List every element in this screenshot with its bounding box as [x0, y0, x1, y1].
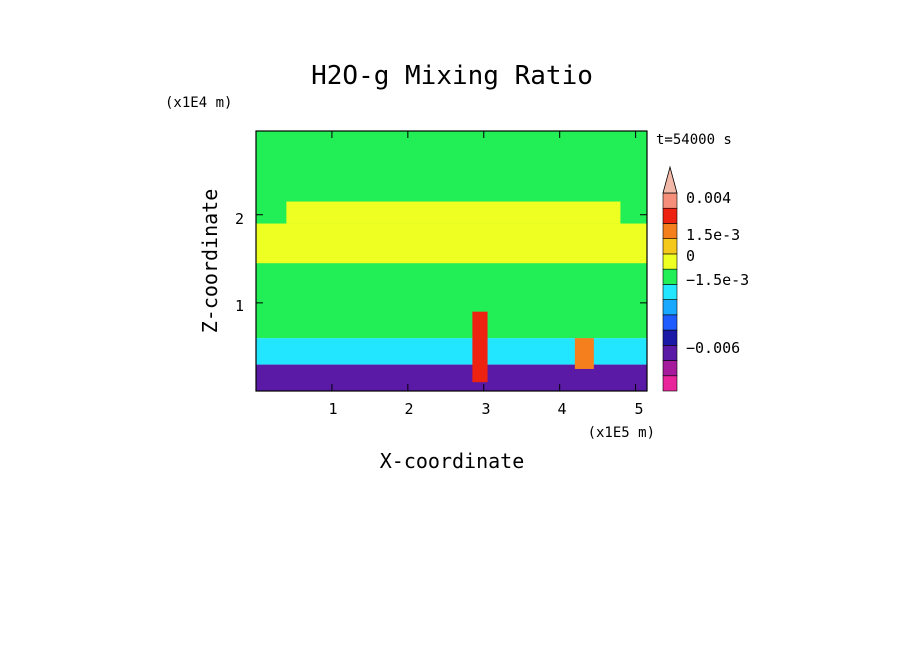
- colorbar-bin: [662, 314, 678, 331]
- colorbar-label: −0.006: [686, 339, 740, 357]
- colorbar: [662, 165, 678, 392]
- colorbar-bin: [662, 375, 678, 392]
- y-axis-label: Z-coordinate: [198, 189, 222, 334]
- x-tick-label: 2: [404, 400, 413, 418]
- colorbar-arrow: [662, 165, 678, 194]
- y-scale-label: (x1E4 m): [165, 95, 232, 111]
- colorbar-bin: [662, 207, 678, 224]
- colorbar-bin: [662, 253, 678, 270]
- colorbar-bin: [662, 238, 678, 255]
- colorbar-bin: [662, 192, 678, 209]
- field-region: [574, 338, 594, 369]
- x-axis-label: X-coordinate: [380, 449, 525, 473]
- field-region: [256, 223, 647, 264]
- colorbar-label: −1.5e-3: [686, 271, 749, 289]
- colorbar-bin: [662, 299, 678, 316]
- y-tick-label: 1: [235, 297, 244, 315]
- field-region: [472, 311, 488, 383]
- x-tick-label: 5: [634, 400, 643, 418]
- y-tick-label: 2: [235, 210, 244, 228]
- colorbar-label: 1.5e-3: [686, 226, 740, 244]
- time-label: t=54000 s: [656, 132, 732, 148]
- colorbar-label: 0: [686, 247, 695, 265]
- colorbar-bin: [662, 223, 678, 239]
- colorbar-bin: [662, 360, 678, 377]
- chart-title: H2O-g Mixing Ratio: [311, 61, 593, 91]
- x-tick-label: 4: [557, 400, 566, 418]
- x-scale-label: (x1E5 m): [588, 425, 655, 441]
- plot-frame: [255, 130, 648, 392]
- x-tick-label: 3: [481, 400, 490, 418]
- x-tick-label: 1: [328, 400, 337, 418]
- field-region: [286, 201, 621, 224]
- colorbar-bin: [662, 284, 678, 300]
- colorbar-bin: [662, 345, 678, 361]
- colorbar-bin: [662, 329, 678, 346]
- colorbar-bin: [662, 268, 678, 285]
- plot-area: [255, 130, 648, 392]
- colorbar-label: 0.004: [686, 189, 731, 207]
